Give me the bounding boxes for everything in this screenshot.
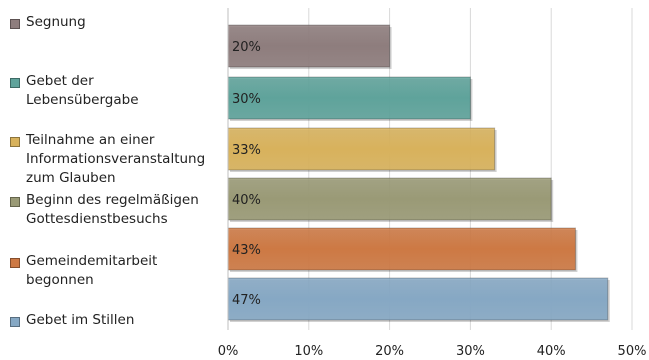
legend-label: Segnung xyxy=(26,14,86,30)
legend-item: Gebet der Lebensübergabe xyxy=(10,72,139,110)
data-label: 30% xyxy=(232,92,261,107)
legend: Segnung Gebet der Lebensübergabe Teilnahme… xyxy=(10,0,220,350)
data-label: 33% xyxy=(232,143,261,158)
x-tick-label: 40% xyxy=(537,344,566,359)
data-label: 43% xyxy=(232,243,261,258)
legend-item: Beginn des regelmäßigen Gottesdienstbesu… xyxy=(10,191,199,229)
bar xyxy=(227,76,471,120)
legend-label: Beginn des regelmäßigen Gottesdienstbesu… xyxy=(26,192,199,227)
legend-swatch xyxy=(10,258,20,268)
legend-swatch xyxy=(10,197,20,207)
legend-label: Teilnahme an einer Informationsveranstal… xyxy=(26,132,206,186)
legend-item: Gebet im Stillen xyxy=(10,311,134,330)
legend-label: Gebet im Stillen xyxy=(26,312,135,328)
legend-item: Gemeindemitarbeit begonnen xyxy=(10,252,157,290)
legend-swatch xyxy=(10,317,20,327)
bar xyxy=(227,177,552,221)
legend-label: Gemeindemitarbeit begonnen xyxy=(26,253,158,288)
bar xyxy=(227,127,496,171)
bar xyxy=(227,277,609,321)
legend-item: Segnung xyxy=(10,13,86,32)
legend-item: Teilnahme an einer Informationsveranstal… xyxy=(10,131,205,188)
bar xyxy=(227,24,391,68)
data-label: 20% xyxy=(232,40,261,55)
data-label: 40% xyxy=(232,193,261,208)
x-tick-label: 20% xyxy=(375,344,404,359)
x-tick-label: 10% xyxy=(294,344,323,359)
legend-label: Gebet der Lebensübergabe xyxy=(26,73,139,108)
x-tick-label: 30% xyxy=(456,344,485,359)
data-label: 47% xyxy=(232,293,261,308)
bar xyxy=(227,227,576,271)
legend-swatch xyxy=(10,137,20,147)
legend-swatch xyxy=(10,19,20,29)
x-tick-label: 0% xyxy=(218,344,239,359)
x-tick-label: 50% xyxy=(618,344,647,359)
legend-swatch xyxy=(10,78,20,88)
